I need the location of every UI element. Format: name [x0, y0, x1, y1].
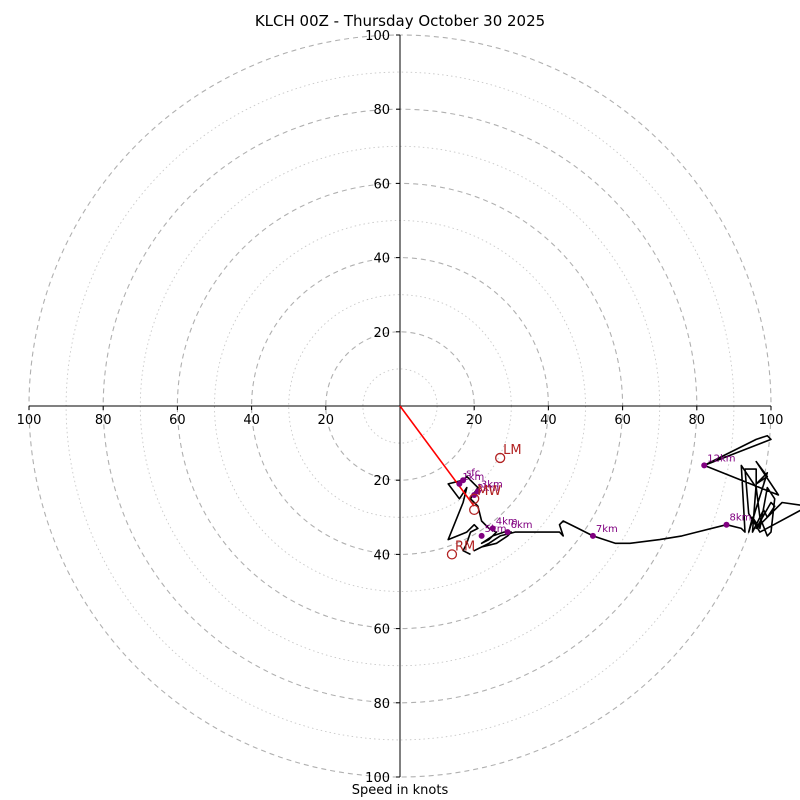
chart-title: KLCH 00Z - Thursday October 30 2025: [254, 12, 546, 30]
height-marker-dot: [504, 529, 511, 536]
height-marker-label: 1km: [462, 472, 484, 483]
height-marker-dot: [489, 525, 496, 532]
x-tick-label: 100: [17, 413, 42, 428]
storm-motion-markers: LM RM MW: [446, 443, 522, 560]
y-tick-label: 40: [373, 548, 390, 563]
height-marker-dot: [471, 492, 478, 499]
y-tick-label: 20: [373, 474, 390, 489]
y-tick-label: 100: [365, 771, 390, 786]
motion-label: LM: [503, 443, 521, 458]
x-tick-label: 40: [540, 413, 557, 428]
hodograph-trace-low-level: [447, 479, 479, 556]
height-marker-dot: [589, 532, 596, 539]
height-marker-dot: [478, 532, 485, 539]
height-marker-label: 5km: [485, 524, 507, 535]
y-tick-label: 20: [373, 326, 390, 341]
x-tick-label: 80: [689, 413, 706, 428]
tick-labels: 100 100 80 80 60 60 40 40 20 20 20 20 40 40 60 60 80 80 10…: [17, 29, 784, 786]
x-axis-label: Speed in knots: [351, 783, 449, 798]
motion-marker: [446, 549, 458, 560]
motion-marker: [469, 504, 480, 516]
height-marker-dot: [701, 462, 708, 469]
height-marker-label: 6km: [511, 520, 533, 531]
x-tick-label: 40: [243, 413, 260, 428]
height-marker-label: 7km: [596, 524, 618, 535]
motion-marker: [495, 452, 506, 464]
storm-motion-vector: [399, 405, 475, 507]
height-marker-label: 2km: [477, 483, 499, 494]
height-marker-label: 4km: [496, 516, 518, 527]
motion-label: RM: [455, 539, 475, 554]
y-tick-label: 100: [365, 29, 390, 44]
x-tick-label: 20: [466, 413, 483, 428]
height-marker-dot: [474, 488, 481, 495]
y-tick-label: 60: [373, 623, 390, 638]
x-tick-label: 80: [95, 413, 112, 428]
height-marker-dot: [460, 477, 467, 484]
x-tick-label: 60: [614, 413, 631, 428]
x-tick-label: 60: [169, 413, 186, 428]
y-tick-label: 60: [373, 177, 390, 192]
y-tick-label: 40: [373, 252, 390, 267]
height-marker-label: 8km: [729, 513, 751, 524]
height-marker-dot: [723, 521, 730, 528]
x-tick-label: 20: [318, 413, 335, 428]
height-marker-label: 3km: [481, 479, 503, 490]
motion-marker: [469, 493, 480, 504]
y-tick-label: 80: [373, 103, 390, 118]
height-marker-label: 12km: [707, 453, 735, 464]
y-tick-label: 80: [373, 697, 390, 712]
height-marker-dot: [456, 480, 463, 487]
height-marker-label: sfc: [466, 468, 480, 479]
x-tick-label: 100: [759, 413, 784, 428]
motion-label: MW: [477, 484, 501, 499]
